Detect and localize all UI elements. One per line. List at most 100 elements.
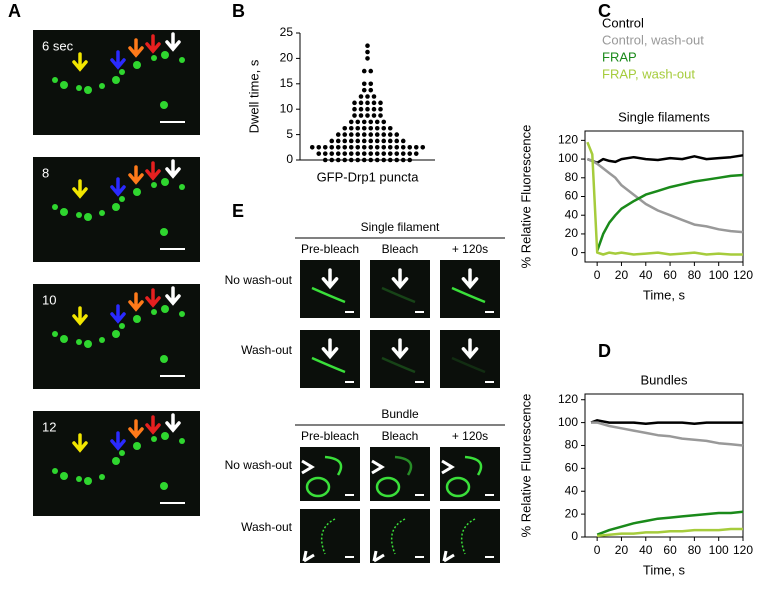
data-point xyxy=(309,145,315,150)
data-point xyxy=(371,100,377,106)
data-point xyxy=(335,151,341,156)
data-point xyxy=(374,151,380,156)
data-point xyxy=(342,145,348,150)
data-point xyxy=(316,145,322,150)
puncta xyxy=(151,55,157,61)
data-point xyxy=(348,145,354,150)
arrow xyxy=(145,161,161,181)
x-axis-label: Time, s xyxy=(643,562,686,577)
data-point xyxy=(365,100,370,106)
data-point xyxy=(371,113,377,118)
bundle xyxy=(320,518,336,555)
data-point xyxy=(342,132,348,137)
data-point xyxy=(371,106,377,112)
frame-time: 12 xyxy=(42,419,56,434)
y-axis-label: Dwell time, s xyxy=(246,59,261,133)
puncta xyxy=(99,474,105,480)
puncta xyxy=(119,450,125,456)
data-point xyxy=(381,145,387,150)
x-tick-label: 60 xyxy=(663,543,677,557)
arrow xyxy=(110,177,126,197)
arrow xyxy=(128,419,144,439)
arrow xyxy=(165,159,181,179)
arrow xyxy=(128,165,144,185)
series-line xyxy=(586,141,743,256)
data-point xyxy=(413,151,419,156)
x-tick-label: 80 xyxy=(688,268,702,282)
data-point xyxy=(358,106,364,112)
micrograph xyxy=(300,509,360,563)
y-axis-label: % Relative Fluorescence xyxy=(518,394,533,538)
arrow xyxy=(145,415,161,435)
chart-title: Bundles xyxy=(641,372,688,387)
data-point xyxy=(374,157,380,163)
y-tick-label: 20 xyxy=(280,51,294,65)
puncta xyxy=(99,210,105,216)
frame-time: 8 xyxy=(42,165,49,180)
puncta xyxy=(119,69,125,75)
data-point xyxy=(352,100,357,106)
x-tick-label: 60 xyxy=(663,268,677,282)
x-tick-label: 80 xyxy=(688,543,702,557)
arrowhead xyxy=(441,459,455,475)
data-point xyxy=(378,100,383,106)
data-point xyxy=(407,157,413,163)
series-line xyxy=(596,173,744,252)
puncta xyxy=(119,196,125,202)
data-point xyxy=(342,138,348,144)
puncta xyxy=(151,182,157,188)
row-label: Wash-out xyxy=(241,343,293,357)
arrow xyxy=(165,32,181,52)
arrow xyxy=(145,288,161,308)
puncta xyxy=(161,178,169,186)
data-point xyxy=(381,157,387,163)
filament xyxy=(381,286,416,304)
data-point xyxy=(348,157,354,163)
data-point xyxy=(365,49,370,55)
series-line xyxy=(590,419,743,425)
data-point xyxy=(394,151,400,156)
puncta xyxy=(112,457,120,465)
data-point xyxy=(394,157,400,163)
puncta xyxy=(84,340,92,348)
puncta xyxy=(60,81,68,89)
data-point xyxy=(413,145,419,150)
y-tick-label: 40 xyxy=(565,207,579,221)
row-label: No wash-out xyxy=(225,273,293,287)
y-tick-label: 5 xyxy=(286,127,293,141)
data-point xyxy=(368,81,374,87)
data-point xyxy=(355,138,361,144)
series-line xyxy=(596,510,744,536)
data-point xyxy=(387,157,393,163)
arrow xyxy=(461,268,479,290)
y-tick-label: 10 xyxy=(280,101,294,115)
data-point xyxy=(355,119,361,125)
puncta xyxy=(84,86,92,94)
data-point xyxy=(387,138,393,144)
x-tick-label: 120 xyxy=(733,268,753,282)
series-line xyxy=(597,527,743,538)
data-point xyxy=(378,113,383,118)
data-point xyxy=(358,113,364,118)
arrowhead xyxy=(301,459,315,475)
puncta xyxy=(84,213,92,221)
data-point xyxy=(381,125,387,131)
puncta xyxy=(161,432,169,440)
legend-entry: FRAP, wash-out xyxy=(602,66,695,81)
y-tick-label: 100 xyxy=(558,151,578,165)
data-point xyxy=(368,157,374,163)
arrowhead xyxy=(302,550,315,563)
data-point xyxy=(361,125,367,131)
data-point xyxy=(355,125,361,131)
puncta xyxy=(179,438,185,444)
data-point xyxy=(381,132,387,137)
puncta xyxy=(179,57,185,63)
y-tick-label: 0 xyxy=(571,245,578,259)
x-tick-label: GFP-Drp1 puncta xyxy=(317,169,420,184)
puncta xyxy=(160,101,168,109)
y-tick-label: 120 xyxy=(558,133,578,147)
y-tick-label: 25 xyxy=(280,25,294,39)
data-point xyxy=(420,145,426,150)
filament xyxy=(381,356,416,374)
data-point xyxy=(361,157,367,163)
